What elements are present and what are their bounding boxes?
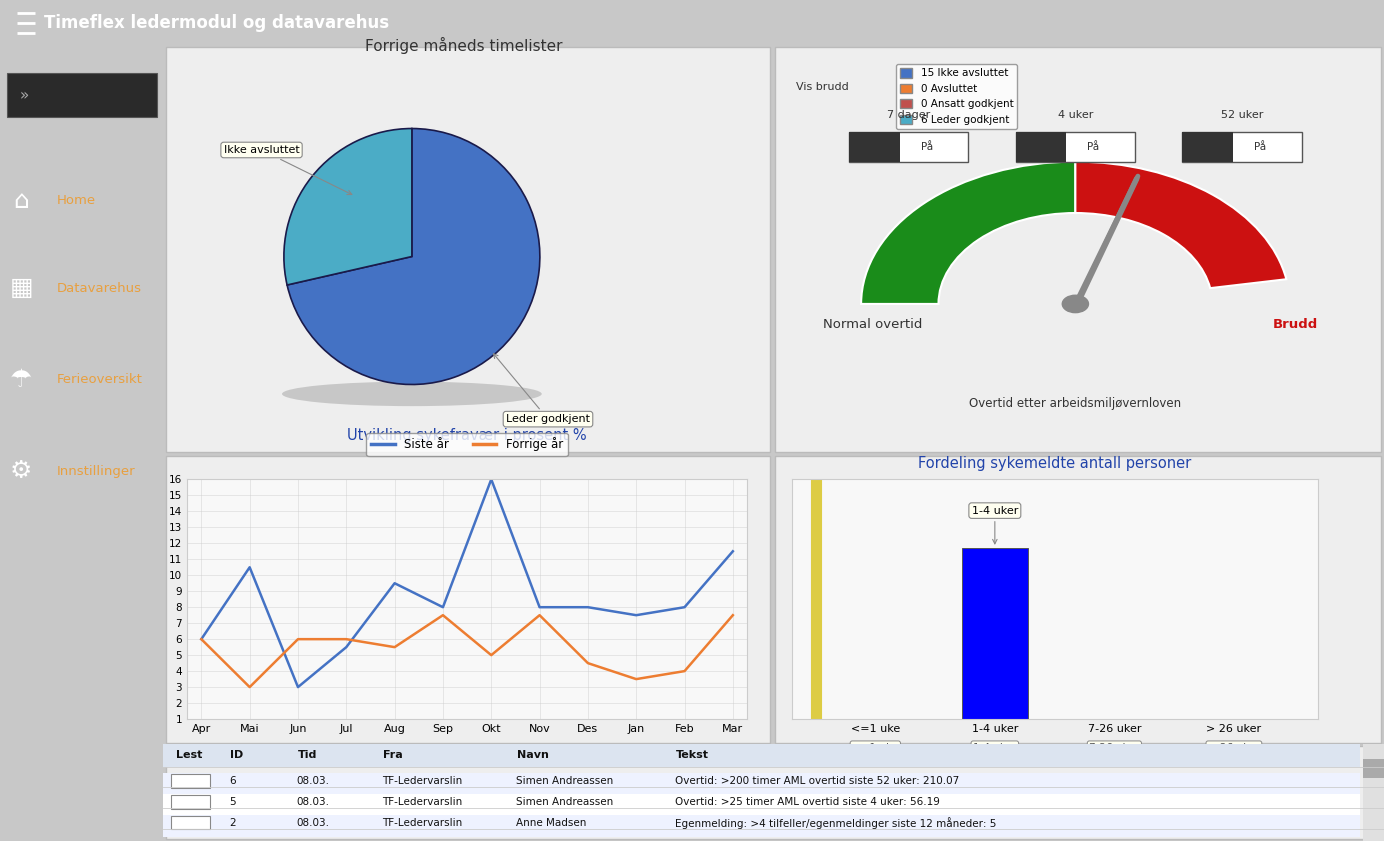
Text: <=1 uke: <=1 uke bbox=[853, 743, 898, 753]
Bar bbox=[170, 775, 210, 788]
Bar bbox=[1016, 132, 1135, 161]
Text: 7 dager: 7 dager bbox=[887, 110, 930, 120]
Text: »: » bbox=[19, 87, 29, 103]
Text: TF-Ledervarslin: TF-Ledervarslin bbox=[382, 796, 462, 807]
Bar bbox=[163, 794, 1359, 817]
Text: Anne Madsen: Anne Madsen bbox=[516, 817, 587, 828]
Text: Lest: Lest bbox=[176, 750, 202, 760]
Text: Ikke avsluttet: Ikke avsluttet bbox=[224, 145, 352, 194]
Title: Utvikling sykefravær i prosent %: Utvikling sykefravær i prosent % bbox=[347, 428, 587, 443]
Bar bbox=[962, 547, 1028, 719]
Text: 2: 2 bbox=[230, 817, 235, 828]
Bar bbox=[7, 73, 156, 117]
Title: Forrige måneds timelister: Forrige måneds timelister bbox=[365, 36, 562, 54]
Text: Overtid: >200 timer AML overtid siste 52 uker: 210.07: Overtid: >200 timer AML overtid siste 52… bbox=[675, 776, 959, 786]
Text: 1-4 uker: 1-4 uker bbox=[972, 505, 1019, 544]
Text: 6: 6 bbox=[230, 776, 235, 786]
Text: TF-Ledervarslin: TF-Ledervarslin bbox=[382, 776, 462, 786]
Bar bbox=[163, 774, 1359, 796]
Wedge shape bbox=[1075, 161, 1286, 288]
Text: Timeflex ledermodul og datavarehus: Timeflex ledermodul og datavarehus bbox=[44, 13, 389, 32]
Bar bbox=[1182, 132, 1233, 161]
Bar bbox=[163, 744, 1359, 766]
Text: ▦: ▦ bbox=[10, 276, 33, 300]
Text: Datavarehus: Datavarehus bbox=[57, 282, 143, 294]
Text: Tid: Tid bbox=[298, 750, 317, 760]
Wedge shape bbox=[286, 129, 540, 384]
Text: Normal overtid: Normal overtid bbox=[823, 318, 923, 331]
Text: Tekst: Tekst bbox=[675, 750, 709, 760]
Text: ☂: ☂ bbox=[10, 368, 32, 392]
Text: Brudd: Brudd bbox=[1273, 318, 1318, 331]
Text: 08.03.: 08.03. bbox=[296, 796, 329, 807]
Bar bbox=[1363, 759, 1384, 778]
Text: Simen Andreassen: Simen Andreassen bbox=[516, 776, 613, 786]
Text: 4 uker: 4 uker bbox=[1057, 110, 1093, 120]
Text: Innstillinger: Innstillinger bbox=[57, 464, 136, 478]
Ellipse shape bbox=[282, 382, 541, 406]
Text: ID: ID bbox=[231, 750, 244, 760]
Text: 7-26 uker: 7-26 uker bbox=[1089, 743, 1139, 753]
Title: Fordeling sykemeldte antall personer: Fordeling sykemeldte antall personer bbox=[918, 457, 1192, 471]
Text: 08.03.: 08.03. bbox=[296, 776, 329, 786]
Text: 52 uker: 52 uker bbox=[1221, 110, 1264, 120]
Text: Egenmelding: >4 tilfeller/egenmeldinger siste 12 måneder: 5: Egenmelding: >4 tilfeller/egenmeldinger … bbox=[675, 817, 996, 828]
Text: 5: 5 bbox=[230, 796, 235, 807]
Circle shape bbox=[1063, 295, 1088, 313]
Text: Leder godkjent: Leder godkjent bbox=[494, 354, 590, 424]
Bar bbox=[170, 795, 210, 808]
Bar bbox=[850, 132, 900, 161]
Text: 1-4 uker: 1-4 uker bbox=[973, 743, 1016, 753]
Text: Overtid etter arbeidsmiljøvernloven: Overtid etter arbeidsmiljøvernloven bbox=[969, 397, 1182, 410]
Text: ⚙: ⚙ bbox=[10, 459, 32, 483]
Wedge shape bbox=[284, 129, 412, 285]
Text: > 26 uker: > 26 uker bbox=[1208, 743, 1259, 753]
Text: TF-Ledervarslin: TF-Ledervarslin bbox=[382, 817, 462, 828]
Text: Overtid: >25 timer AML overtid siste 4 uker: 56.19: Overtid: >25 timer AML overtid siste 4 u… bbox=[675, 796, 940, 807]
Text: På: På bbox=[1254, 141, 1266, 151]
Bar bbox=[850, 132, 969, 161]
Text: Ferieoversikt: Ferieoversikt bbox=[57, 373, 143, 386]
Legend: Siste år, Forrige år: Siste år, Forrige år bbox=[367, 432, 567, 456]
Bar bbox=[1016, 132, 1067, 161]
Text: Home: Home bbox=[57, 194, 97, 207]
Text: 08.03.: 08.03. bbox=[296, 817, 329, 828]
Bar bbox=[170, 816, 210, 829]
Bar bbox=[1363, 744, 1384, 841]
Legend: 15 Ikke avsluttet, 0 Avsluttet, 0 Ansatt godkjent, 6 Leder godkjent: 15 Ikke avsluttet, 0 Avsluttet, 0 Ansatt… bbox=[895, 64, 1017, 129]
Text: På: På bbox=[920, 141, 933, 151]
Text: Simen Andreassen: Simen Andreassen bbox=[516, 796, 613, 807]
Text: ⌂: ⌂ bbox=[14, 188, 29, 213]
Bar bbox=[163, 815, 1359, 837]
Bar bbox=[1182, 132, 1301, 161]
Wedge shape bbox=[861, 161, 1075, 304]
Text: Fra: Fra bbox=[383, 750, 403, 760]
Text: Vis brudd: Vis brudd bbox=[796, 82, 848, 93]
Text: På: På bbox=[1088, 141, 1099, 151]
Text: Navn: Navn bbox=[518, 750, 549, 760]
